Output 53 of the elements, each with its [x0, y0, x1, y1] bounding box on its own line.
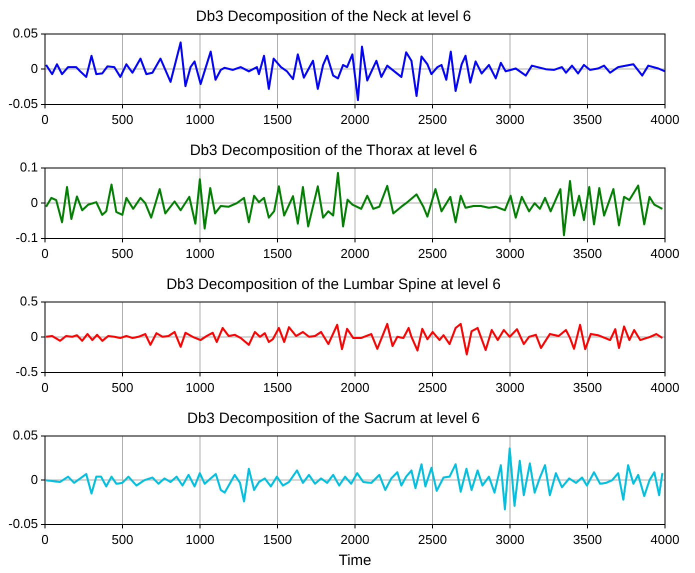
y-tick-label: 0.05: [12, 26, 38, 41]
x-tick-label: 500: [112, 532, 134, 547]
x-tick-label: 2000: [340, 380, 370, 395]
x-tick-label: 3000: [496, 112, 524, 127]
x-tick-label: 2500: [418, 246, 447, 261]
y-tick-label: 0: [30, 60, 38, 76]
x-tick-label: 3000: [496, 532, 524, 547]
y-tick-label: -0.05: [8, 516, 38, 531]
y-tick-label: 0.05: [12, 428, 38, 443]
x-tick-label: 4000: [650, 532, 680, 547]
y-tick-label: 0.5: [20, 294, 38, 309]
x-axis-title: Time: [338, 552, 372, 570]
x-tick-label: 0: [41, 246, 49, 261]
x-tick-label: 1500: [263, 380, 292, 395]
x-tick-label: 1000: [186, 246, 214, 261]
x-tick-label: 0: [41, 112, 49, 127]
y-tick-label: 0: [30, 194, 38, 210]
x-tick-label: 1500: [263, 112, 292, 127]
x-tick-label: 4000: [650, 246, 680, 261]
y-tick-label: -0.1: [16, 230, 38, 245]
y-tick-label: -0.5: [16, 364, 38, 379]
x-tick-label: 4000: [650, 112, 680, 127]
x-tick-label: 3500: [573, 532, 602, 547]
x-tick-label: 3000: [496, 380, 524, 395]
y-tick-label: 0: [30, 328, 38, 344]
x-tick-label: 1000: [186, 532, 214, 547]
chart-title: Db3 Decomposition of the Thorax at level 6: [190, 142, 478, 160]
x-tick-label: 2500: [418, 112, 447, 127]
x-tick-label: 1000: [186, 380, 214, 395]
y-tick-label: -0.05: [8, 96, 38, 111]
x-tick-label: 0: [41, 532, 49, 547]
x-tick-label: 2000: [340, 246, 370, 261]
x-tick-label: 2500: [418, 532, 447, 547]
x-tick-label: 3000: [496, 246, 524, 261]
x-tick-label: 2000: [340, 112, 370, 127]
chart-title: Db3 Decomposition of the Sacrum at level 6: [187, 410, 480, 428]
y-tick-label: 0.1: [20, 160, 38, 175]
x-tick-label: 4000: [650, 380, 680, 395]
x-tick-label: 1500: [263, 246, 292, 261]
x-tick-label: 1500: [263, 532, 292, 547]
x-tick-label: 500: [112, 380, 134, 395]
x-tick-label: 3500: [573, 380, 602, 395]
x-tick-label: 3500: [573, 112, 602, 127]
x-tick-label: 500: [112, 246, 134, 261]
y-tick-label: 0: [30, 472, 38, 487]
x-tick-label: 3500: [573, 246, 602, 261]
x-tick-label: 0: [41, 380, 49, 395]
x-tick-label: 1000: [186, 112, 214, 127]
chart-title: Db3 Decomposition of the Neck at level 6: [196, 8, 472, 26]
x-tick-label: 500: [112, 112, 134, 127]
chart-title: Db3 Decomposition of the Lumbar Spine at level 6: [166, 276, 501, 294]
x-tick-label: 2000: [340, 532, 370, 547]
x-tick-label: 2500: [418, 380, 447, 395]
